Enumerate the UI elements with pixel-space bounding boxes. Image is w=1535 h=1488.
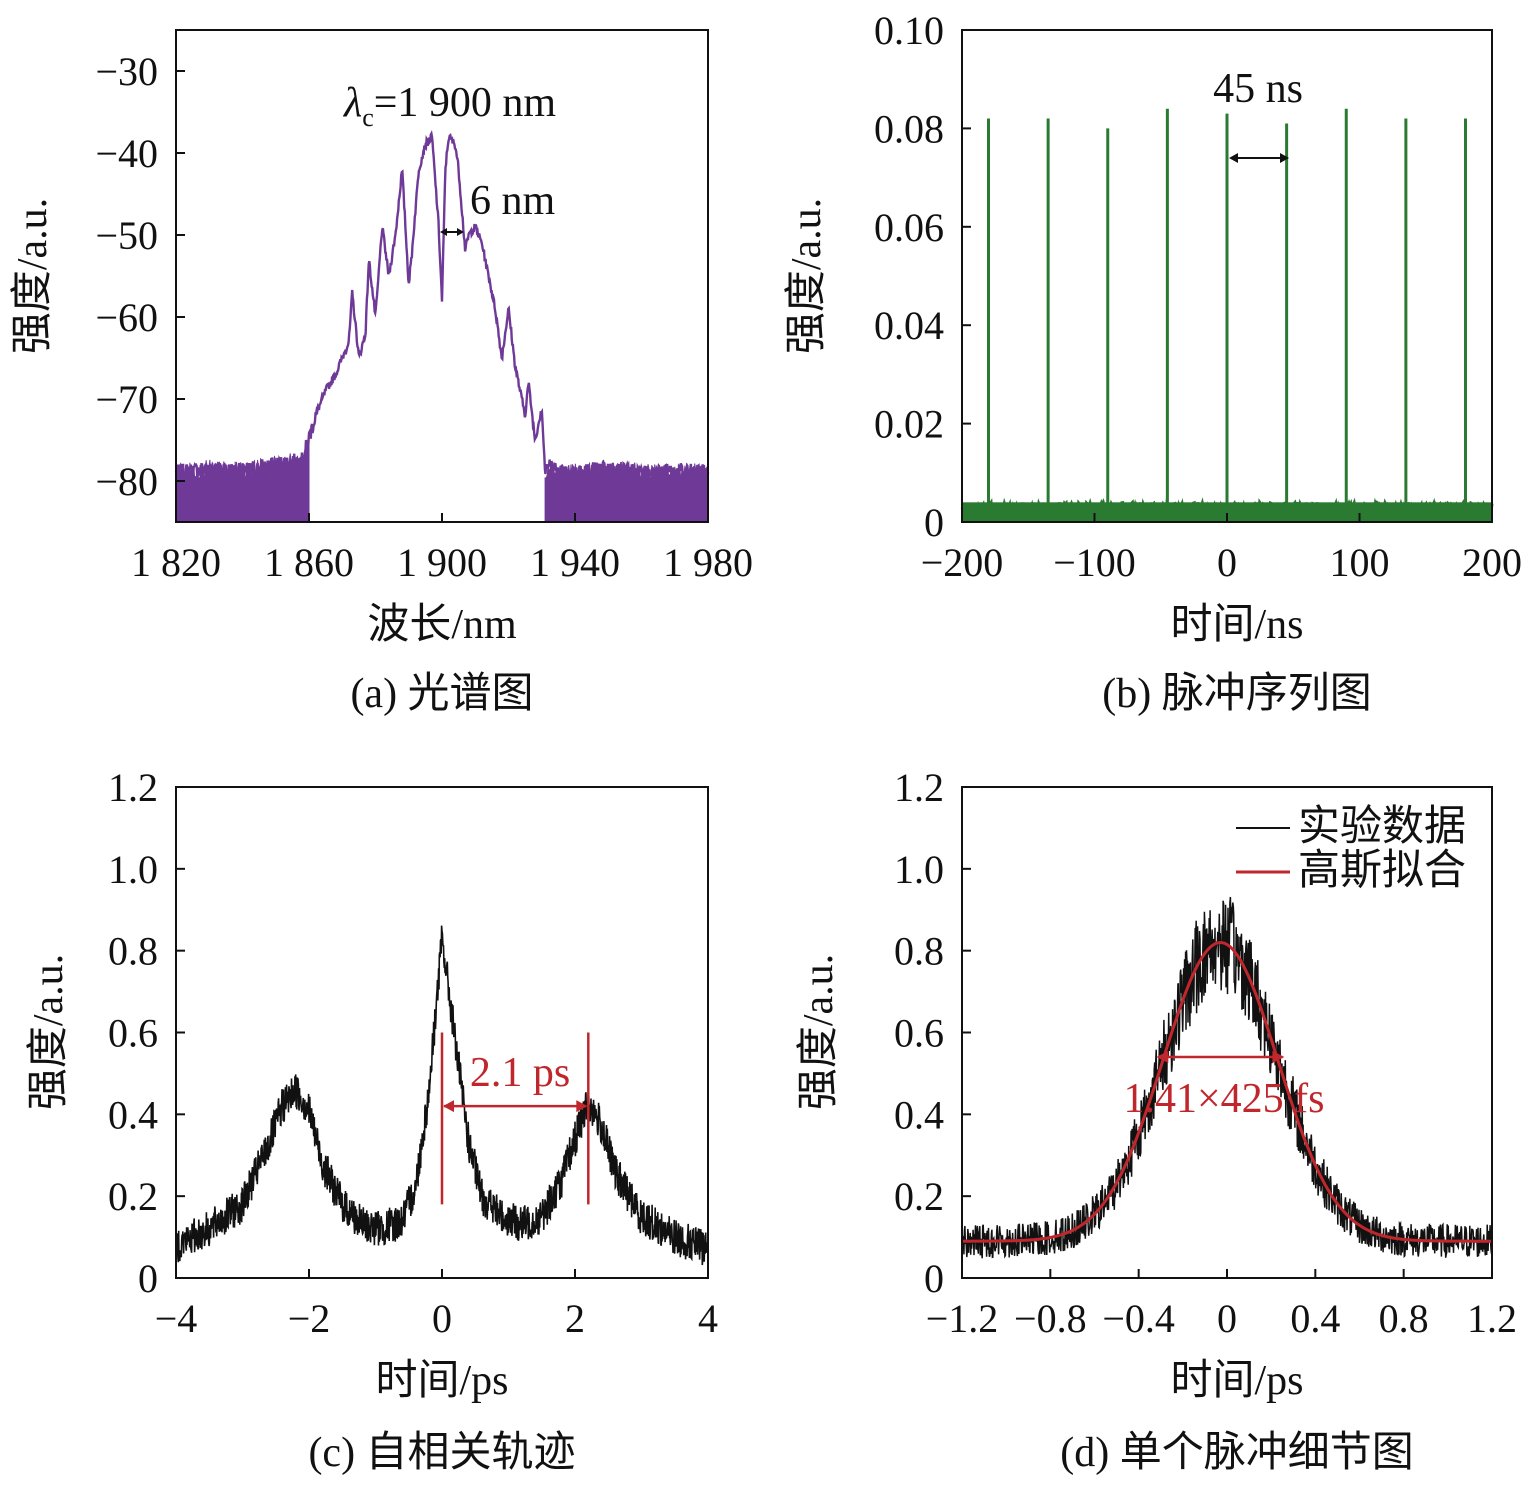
ytick-label: 1.0 [108,847,158,892]
bandwidth-label: 6 nm [470,178,556,224]
noise-floor-fill [175,430,310,523]
ytick-label: −70 [95,377,158,422]
xtick-label: 0 [432,1296,452,1341]
ytick-label: −50 [95,213,158,258]
xtick-label: −4 [155,1296,198,1341]
separation-arrowhead-left [443,1100,454,1113]
ytick-label: 1.2 [894,765,944,810]
ytick-label: 0.02 [874,402,944,447]
legend-label-fit: 高斯拟合 [1298,848,1466,894]
ticks-d: −1.2 −0.8 −0.4 0 0.4 0.8 1.2 0 0.2 0.4 0.6 0.8 1.0 1.… [894,765,1517,1341]
fwhm-label: 1.41×425 fs [1123,1076,1324,1122]
period-label: 45 ns [1213,66,1303,112]
caption-b: (b) 脉冲序列图 [1102,671,1371,717]
xtick-label: 0.4 [1290,1296,1340,1341]
ytick-label: 0.8 [894,929,944,974]
pulse-train-plot [960,108,1494,522]
panel-a: 1 820 1 860 1 900 1 940 1 980 −30 −40 −50 −60 −70… [10,29,753,717]
xlabel-d: 时间/ps [1170,1358,1303,1404]
spectrum-line [174,130,710,484]
autocorrelation-plot [175,925,709,1267]
peak-separation-markers [440,1032,590,1205]
xtick-label: 1 860 [264,540,354,585]
ytick-label: 1.2 [108,765,158,810]
xtick-label: 200 [1462,540,1522,585]
ytick-label: 0.4 [108,1092,158,1137]
caption-c: (c) 自相关轨迹 [308,1430,575,1476]
ytick-label: −30 [95,49,158,94]
xlabel-c: 时间/ps [375,1358,508,1404]
ytick-label: 0.08 [874,106,944,151]
ylabel-b: 强度/a.u. [784,198,830,354]
xtick-label: 0 [1217,1296,1237,1341]
xtick-label: −1.2 [926,1296,999,1341]
caption-d: (d) 单个脉冲细节图 [1060,1430,1413,1476]
ytick-label: −80 [95,459,158,504]
fwhm-arrowhead-left [1156,1051,1169,1064]
ytick-label: 1.0 [894,847,944,892]
ylabel-c: 强度/a.u. [26,954,72,1110]
separation-label: 2.1 ps [470,1050,570,1096]
period-arrow [1229,153,1289,163]
legend: 实验数据 高斯拟合 [1236,803,1466,894]
noise-floor-fill [544,459,709,523]
xlabel-b: 时间/ns [1170,602,1303,648]
separation-arrowhead-right [576,1100,588,1113]
ytick-label: 0.6 [108,1011,158,1056]
ytick-label: 0.04 [874,303,944,348]
ytick-label: 0.10 [874,8,944,53]
fwhm-arrow [1156,1051,1285,1064]
panel-c: −4 −2 0 2 4 0 0.2 0.4 0.6 0.8 1.0 1.2 强度/a.u. 时间/ps… [26,765,718,1476]
bandwidth-arrow [440,228,464,236]
xlabel-a: 波长/nm [367,602,517,648]
ytick-label: 0.6 [894,1011,944,1056]
legend-label-data: 实验数据 [1298,803,1466,850]
panel-d: −1.2 −0.8 −0.4 0 0.4 0.8 1.2 0 0.2 0.4 0.6 0.8 1.0 1.… [796,765,1517,1476]
xtick-label: −2 [288,1296,331,1341]
panel-b: −200 −100 0 100 200 0 0.02 0.04 0.06 0.08 0.10 强度/… [784,8,1522,717]
xtick-label: 1 820 [131,540,221,585]
ticks-c: −4 −2 0 2 4 0 0.2 0.4 0.6 0.8 1.0 1.2 [108,765,718,1341]
xtick-label: 1.2 [1467,1296,1517,1341]
xtick-label: −200 [921,540,1004,585]
ticks-a: 1 820 1 860 1 900 1 940 1 980 −30 −40 −50 −60 −70… [95,49,753,585]
caption-a: (a) 光谱图 [350,671,533,717]
ytick-label: 0.2 [108,1174,158,1219]
ytick-label: −40 [95,131,158,176]
xtick-label: 1 900 [397,540,487,585]
ytick-label: 0 [138,1256,158,1301]
autocorrelation-trace [175,925,709,1267]
xtick-label: −0.4 [1102,1296,1175,1341]
xtick-label: 2 [565,1296,585,1341]
ytick-label: 0 [924,500,944,545]
ticks-b: −200 −100 0 100 200 0 0.02 0.04 0.06 0.08 0.10 [874,8,1522,585]
ytick-label: 0.06 [874,205,944,250]
ytick-label: −60 [95,295,158,340]
xtick-label: −0.8 [1014,1296,1087,1341]
spectrum-plot [174,130,710,523]
fwhm-arrowhead-right [1272,1051,1285,1064]
xtick-label: 1 980 [663,540,753,585]
xtick-label: 0.8 [1379,1296,1429,1341]
xtick-label: −100 [1053,540,1136,585]
ylabel-a: 强度/a.u. [10,198,56,354]
gaussian-fit-line [962,941,1492,1243]
center-wavelength-label: λc=1 900 nm [342,80,556,132]
ytick-label: 0.4 [894,1092,944,1137]
xtick-label: 4 [698,1296,718,1341]
single-pulse-plot [961,896,1493,1259]
xtick-label: 100 [1330,540,1390,585]
ylabel-d: 强度/a.u. [796,954,842,1110]
ytick-label: 0 [924,1256,944,1301]
ytick-label: 0.8 [108,929,158,974]
xtick-label: 1 940 [530,540,620,585]
xtick-label: 0 [1217,540,1237,585]
ytick-label: 0.2 [894,1174,944,1219]
